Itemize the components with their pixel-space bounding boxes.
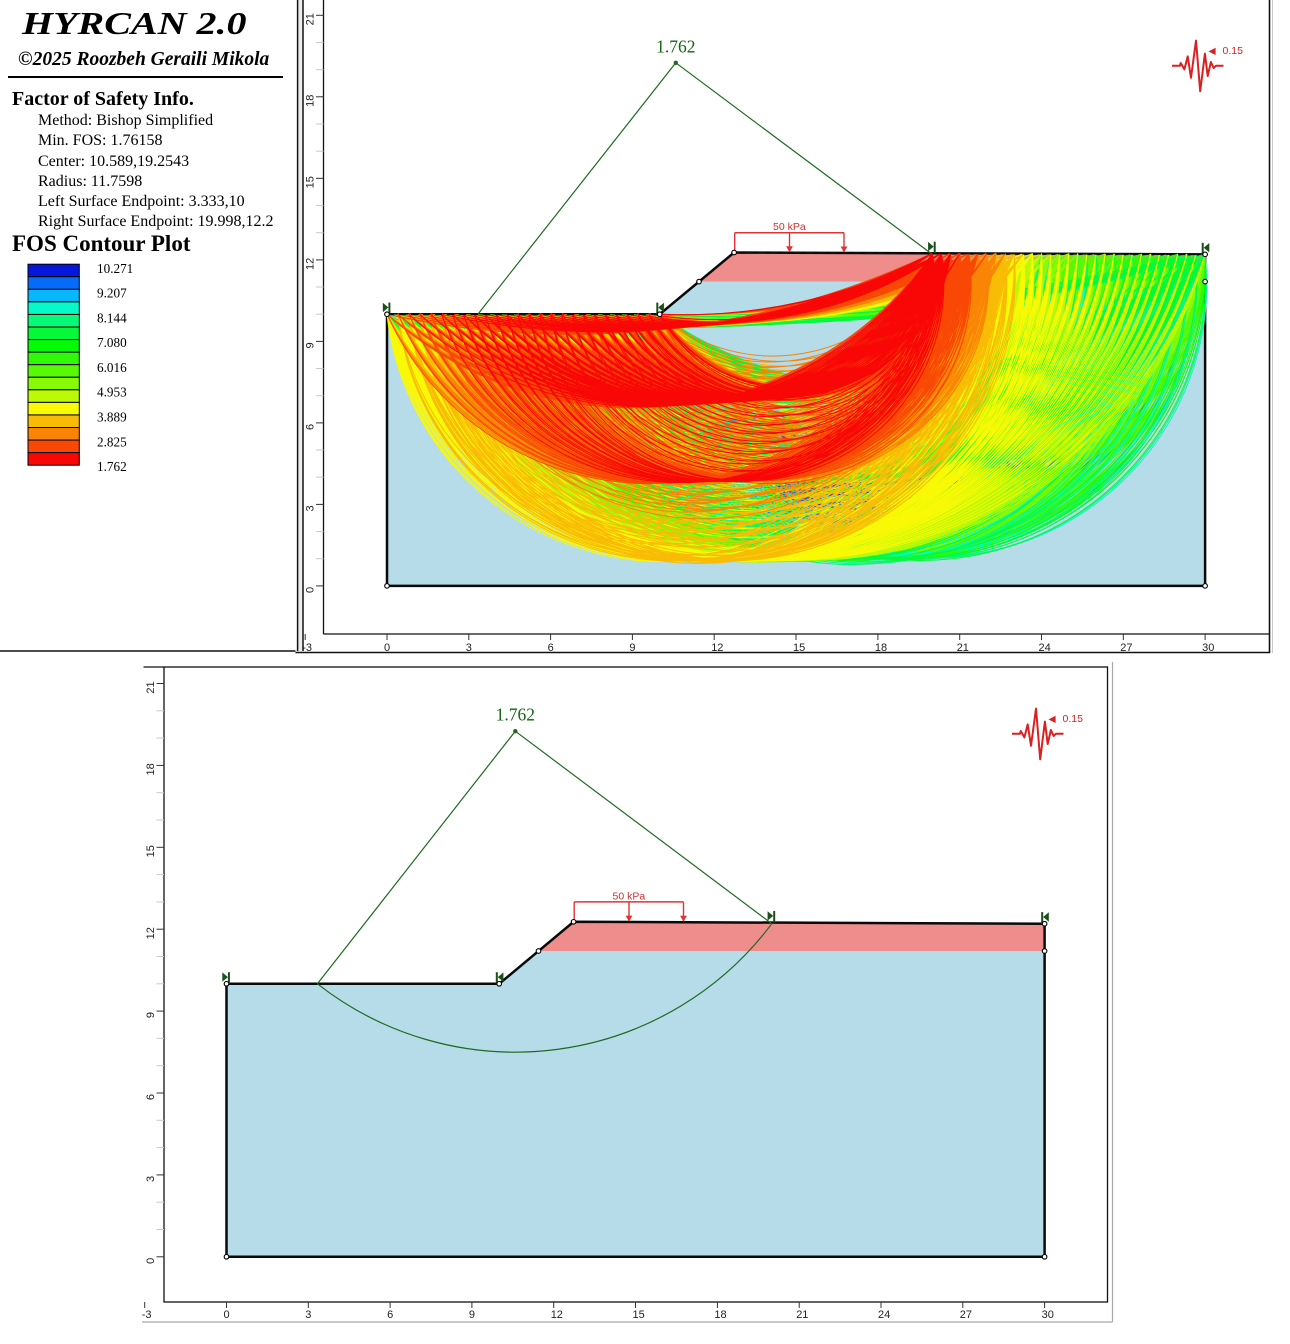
svg-text:9: 9 [304, 342, 316, 348]
svg-text:12: 12 [304, 258, 316, 270]
svg-text:24: 24 [1039, 642, 1051, 654]
svg-text:3: 3 [145, 1176, 157, 1182]
svg-text:6: 6 [304, 424, 316, 430]
svg-text:6: 6 [145, 1094, 157, 1100]
svg-text:12: 12 [145, 927, 157, 939]
svg-text:9: 9 [145, 1012, 157, 1018]
svg-text:18: 18 [714, 1309, 726, 1321]
svg-text:50 kPa: 50 kPa [773, 221, 806, 233]
svg-text:27: 27 [1120, 642, 1132, 654]
svg-text:15: 15 [793, 642, 805, 654]
svg-text:21: 21 [957, 642, 969, 654]
svg-text:15: 15 [304, 176, 316, 188]
svg-text:21: 21 [796, 1309, 808, 1321]
svg-text:0: 0 [224, 1309, 230, 1321]
svg-text:18: 18 [875, 642, 887, 654]
svg-text:0.15: 0.15 [1063, 713, 1084, 725]
svg-text:3.889: 3.889 [97, 410, 127, 425]
svg-text:18: 18 [304, 95, 316, 107]
svg-text:-3: -3 [142, 1309, 152, 1321]
svg-text:0: 0 [145, 1258, 157, 1264]
svg-text:12: 12 [551, 1309, 563, 1321]
svg-text:3: 3 [466, 642, 472, 654]
svg-text:21: 21 [145, 681, 157, 693]
svg-text:6: 6 [548, 642, 554, 654]
svg-text:3: 3 [305, 1309, 311, 1321]
svg-text:50 kPa: 50 kPa [613, 890, 646, 902]
svg-text:6.016: 6.016 [97, 360, 127, 375]
svg-text:21: 21 [304, 13, 316, 25]
svg-text:9.207: 9.207 [97, 286, 127, 301]
svg-text:30: 30 [1042, 1309, 1054, 1321]
svg-text:1.762: 1.762 [496, 705, 535, 725]
svg-text:2.825: 2.825 [97, 434, 127, 449]
svg-text:30: 30 [1202, 642, 1214, 654]
svg-text:1.762: 1.762 [656, 36, 695, 56]
svg-text:24: 24 [878, 1309, 890, 1321]
svg-text:7.080: 7.080 [97, 335, 127, 350]
svg-text:9: 9 [629, 642, 635, 654]
svg-text:6: 6 [387, 1309, 393, 1321]
svg-text:15: 15 [145, 845, 157, 857]
svg-text:18: 18 [145, 763, 157, 775]
svg-text:15: 15 [633, 1309, 645, 1321]
svg-text:9: 9 [469, 1309, 475, 1321]
svg-text:0.15: 0.15 [1223, 45, 1244, 57]
svg-text:0: 0 [304, 587, 316, 593]
svg-text:8.144: 8.144 [97, 310, 127, 325]
svg-text:10.271: 10.271 [97, 261, 133, 276]
svg-text:27: 27 [960, 1309, 972, 1321]
svg-text:1.762: 1.762 [97, 459, 127, 474]
svg-text:4.953: 4.953 [97, 385, 127, 400]
svg-text:12: 12 [711, 642, 723, 654]
svg-text:3: 3 [304, 505, 316, 511]
svg-text:0: 0 [384, 642, 390, 654]
svg-text:-3: -3 [302, 642, 312, 654]
